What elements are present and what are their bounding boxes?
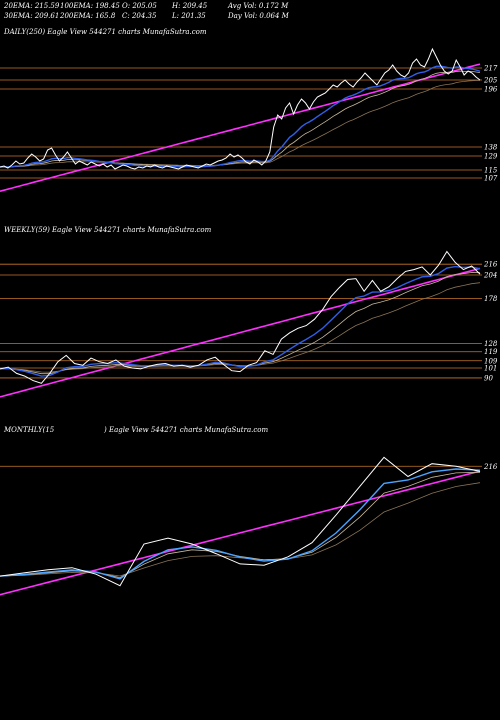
daily-ema-short: [0, 65, 481, 168]
weekly-level-label: 204: [483, 272, 497, 280]
weekly-level-label: 216: [483, 261, 498, 269]
weekly-panel-label: WEEKLY(59) Eagle View 544271 charts Muna…: [4, 226, 212, 234]
monthly-price-line: [0, 456, 481, 587]
daily-level-label: 129: [484, 153, 498, 161]
ema30-value: 30EMA: 209.61: [4, 12, 60, 20]
monthly-ema-mid: [0, 471, 481, 579]
monthly-ema-slow: [0, 482, 481, 577]
daily-ema-slow: [0, 80, 480, 168]
daily-price-line: [0, 47, 481, 170]
ema200-value: 200EMA: 165.8: [60, 12, 116, 20]
daily-ema-mid: [0, 70, 481, 168]
daily-trend-line: [0, 63, 481, 192]
weekly-level-label: 128: [484, 340, 498, 348]
avg-vol-value: Avg Vol: 0.172 M: [228, 2, 289, 10]
weekly-trend-line: [0, 267, 481, 398]
weekly-ema-slow: [0, 282, 481, 373]
weekly-level-label: 119: [484, 348, 498, 356]
daily-panel-label: DAILY(250) Eagle View 544271 charts Muna…: [4, 28, 207, 36]
weekly-level-label: 90: [484, 374, 493, 382]
daily-level-label: 115: [484, 167, 498, 175]
low-value: L: 201.35: [172, 12, 206, 20]
monthly-trend-line: [0, 470, 481, 596]
monthly-panel-label-left: MONTHLY(15: [4, 426, 55, 434]
open-value: O: 205.05: [122, 2, 157, 10]
monthly-ema-short: [0, 468, 481, 580]
daily-level-label: 107: [484, 175, 498, 183]
weekly-level-label: 178: [484, 295, 498, 303]
daily-level-label: 217: [483, 65, 498, 73]
ema20-value: 20EMA: 215.59: [4, 2, 60, 10]
weekly-level-label: 109: [484, 357, 498, 365]
weekly-level-label: 101: [484, 364, 497, 372]
day-vol-value: Day Vol: 0.064 M: [228, 12, 289, 20]
daily-level-label: 196: [484, 86, 498, 94]
monthly-panel-label-right: ) Eagle View 544271 charts MunafaSutra.c…: [104, 426, 269, 434]
daily-level-label: 138: [484, 144, 498, 152]
weekly-price-line: [0, 250, 481, 384]
weekly-ema-short: [0, 265, 481, 377]
monthly-level-label: 216: [483, 463, 498, 471]
high-value: H: 209.45: [172, 2, 208, 10]
ema100-value: 100EMA: 198.45: [60, 2, 120, 10]
close-value: C: 204.35: [122, 12, 157, 20]
daily-level-label: 205: [483, 77, 498, 85]
